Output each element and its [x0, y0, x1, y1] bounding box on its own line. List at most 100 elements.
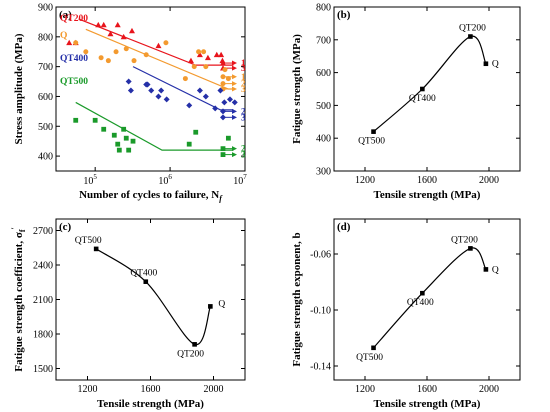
fit-line	[132, 66, 234, 111]
data-point	[115, 141, 121, 147]
point-label-qt200: QT200	[459, 24, 486, 34]
data-point-qt500	[371, 129, 376, 134]
data-point	[95, 21, 102, 28]
data-point	[225, 135, 231, 141]
chart-c: 1200 1600 2000 1500 1800 2100 2400 2700 (c) Tensi…	[10, 218, 246, 410]
point-label-qt200: QT200	[177, 349, 204, 359]
panel-label: (a)	[59, 9, 72, 21]
series-qt200: 13 QT200	[60, 14, 246, 73]
runout-arrowhead	[232, 146, 237, 152]
legend-qt400: QT400	[60, 54, 88, 64]
data-point	[131, 58, 137, 64]
data-point	[182, 76, 188, 82]
data-point	[186, 141, 192, 147]
data-point	[187, 57, 194, 64]
runout-arrowhead	[232, 114, 237, 120]
panel-label: (b)	[337, 9, 351, 21]
data-point	[107, 30, 114, 37]
data-point	[83, 49, 89, 55]
data-point	[203, 64, 209, 70]
runout-arrowhead	[232, 74, 237, 80]
y-tick-label: -0.10	[310, 306, 331, 317]
point-label-q: Q	[492, 60, 499, 70]
y-tick-label: 300	[316, 167, 331, 178]
y-tick-label: -0.14	[310, 362, 331, 373]
runout-label: 3	[241, 150, 246, 160]
data-point	[121, 126, 127, 132]
y-tick-label: 800	[38, 32, 53, 43]
runout-arrowhead	[232, 81, 237, 87]
data-point	[217, 87, 224, 94]
data-point	[155, 93, 162, 100]
x-axis-label: Tensile strength (MPa)	[374, 189, 481, 201]
runout-label: 2	[241, 106, 246, 116]
y-tick-label: 600	[316, 68, 331, 79]
chart-d: 1200 1600 2000 -0.14 -0.10 -0.06 (d) Tensile st…	[291, 218, 521, 410]
y-tick-label: 700	[38, 62, 53, 73]
data-point	[219, 57, 226, 64]
y-tick-label: 1500	[33, 364, 53, 375]
data-point	[101, 126, 107, 132]
data-point	[196, 87, 203, 94]
data-point	[212, 105, 219, 112]
x-tick-label: 106	[158, 173, 172, 187]
data-point-qt200	[468, 34, 473, 39]
point-label-qt200: QT200	[451, 235, 478, 245]
y-tick-label: 2400	[33, 261, 53, 272]
runout-label: 2	[241, 144, 246, 154]
chart-a: 105 106 107 400 500 600 700 800 900 (a) Number of …	[13, 3, 247, 204]
data-point	[98, 55, 104, 61]
x-axis-label-sub: f	[219, 194, 223, 203]
y-tick-label: 2700	[33, 226, 53, 237]
x-axis-label: Tensile strength (MPa)	[374, 398, 481, 410]
data-point	[218, 51, 225, 58]
data-point	[113, 49, 119, 55]
x-tick-label: 1200	[78, 384, 98, 395]
data-point	[220, 60, 226, 66]
point-label-qt400: QT400	[409, 94, 436, 104]
runout-label: 1	[241, 58, 246, 68]
point-label-qt500: QT500	[356, 353, 383, 363]
y-tick-label: 400	[316, 134, 331, 145]
data-point	[226, 96, 233, 103]
y-tick-label: 900	[38, 3, 53, 14]
x-axis-label: Number of cycles to failure, Nf	[79, 189, 223, 203]
plot-frame	[55, 6, 246, 172]
data-point	[220, 81, 226, 87]
data-point	[123, 46, 129, 52]
data-point	[221, 99, 228, 106]
data-point	[220, 108, 226, 115]
point-label-qt400: QT400	[407, 298, 434, 308]
data-point	[114, 21, 121, 28]
trend-curve	[373, 247, 487, 349]
y-tick-label: 600	[38, 92, 53, 103]
data-point	[231, 99, 238, 106]
data-point	[73, 40, 79, 46]
data-point	[196, 51, 203, 58]
legend-qt200: QT200	[60, 14, 88, 24]
trend-curve	[95, 248, 211, 345]
data-point	[213, 51, 220, 58]
point-label-qt400: QT400	[130, 269, 157, 279]
runout-label: 2	[241, 79, 246, 89]
data-point	[125, 78, 132, 85]
y-tick-label: 1800	[33, 330, 53, 341]
data-point-qt400	[420, 86, 425, 92]
x-tick-label: 1600	[417, 175, 437, 186]
data-point	[201, 49, 207, 55]
data-point	[105, 58, 111, 64]
data-point-qt500	[371, 345, 376, 351]
data-point	[111, 132, 117, 138]
x-tick-label-exp: 5	[93, 173, 97, 181]
y-tick-label: 2100	[33, 295, 53, 306]
data-point	[148, 87, 155, 94]
runout-arrowhead	[232, 86, 237, 92]
chart-b: 1200 1600 2000 300 400 500 600 700 800 (b) Tensile…	[291, 3, 521, 201]
data-point	[163, 40, 169, 46]
data-point-q	[208, 304, 213, 309]
data-point-q	[483, 61, 489, 67]
point-label-q: Q	[492, 265, 499, 275]
data-point	[220, 74, 226, 80]
